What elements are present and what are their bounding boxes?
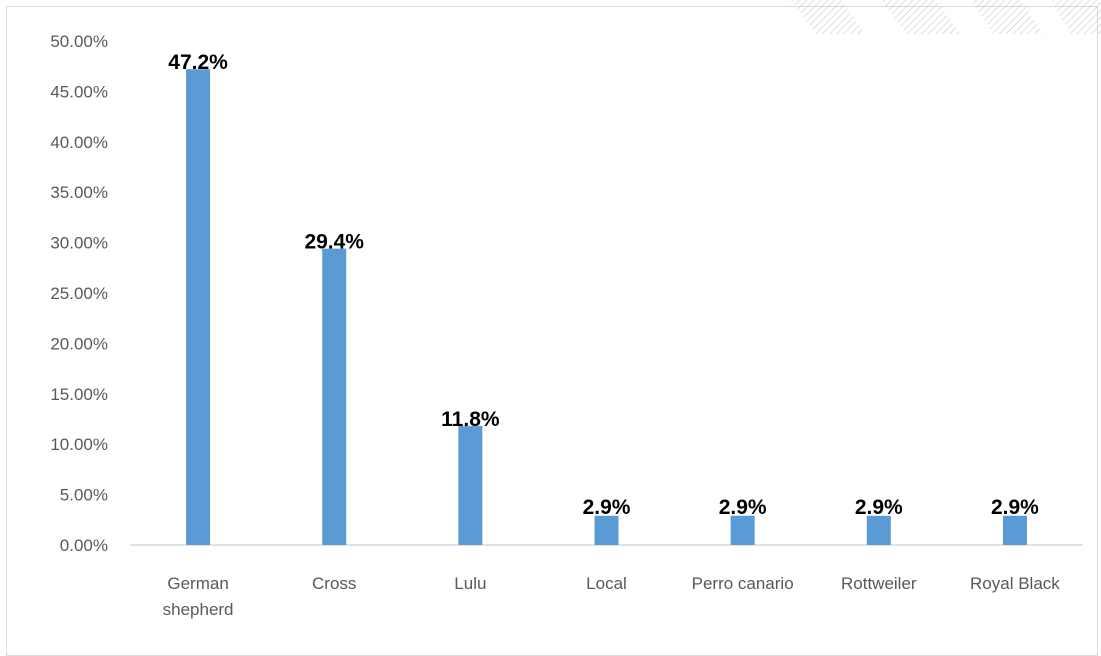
- data-labels: 47.2% 29.4% 11.8% 2.9% 2.9% 2.9% 2.9%: [168, 51, 1039, 519]
- category-labels: German shepherd Cross Lulu Local Perro canari…: [163, 574, 1061, 619]
- y-tick-label: 5.00%: [60, 486, 108, 505]
- y-tick-label: 20.00%: [50, 334, 108, 353]
- category-label: Cross: [312, 574, 356, 593]
- category-label: Rottweiler: [841, 574, 917, 593]
- category-label: Local: [586, 574, 627, 593]
- bar: [730, 515, 755, 545]
- bar: [594, 515, 619, 545]
- data-label: 2.9%: [991, 496, 1039, 519]
- y-tick-label: 40.00%: [50, 133, 108, 152]
- category-label: Lulu: [454, 574, 486, 593]
- y-tick-label: 30.00%: [50, 234, 108, 253]
- y-tick-label: 0.00%: [60, 536, 108, 555]
- data-label: 2.9%: [719, 496, 767, 519]
- data-label: 2.9%: [583, 496, 631, 519]
- bar: [1002, 515, 1027, 545]
- y-tick-label: 25.00%: [50, 284, 108, 303]
- bars: [186, 69, 1027, 545]
- data-label: 29.4%: [304, 231, 364, 254]
- data-label: 2.9%: [855, 496, 903, 519]
- y-tick-label: 50.00%: [50, 32, 108, 51]
- category-label: German shepherd: [163, 574, 234, 619]
- y-axis-ticks: 0.00% 5.00% 10.00% 15.00% 20.00% 25.00% 30.00%…: [50, 32, 108, 555]
- data-label: 11.8%: [441, 408, 500, 431]
- y-tick-label: 10.00%: [50, 435, 108, 454]
- bar: [186, 69, 211, 545]
- bar: [458, 426, 483, 545]
- bar: [866, 515, 891, 545]
- category-label: Perro canario: [692, 574, 794, 593]
- data-label: 47.2%: [168, 51, 228, 74]
- bar: [322, 248, 347, 545]
- y-tick-label: 35.00%: [50, 183, 108, 202]
- y-tick-label: 45.00%: [50, 82, 108, 101]
- category-label: Royal Black: [970, 574, 1060, 593]
- y-tick-label: 15.00%: [50, 385, 108, 404]
